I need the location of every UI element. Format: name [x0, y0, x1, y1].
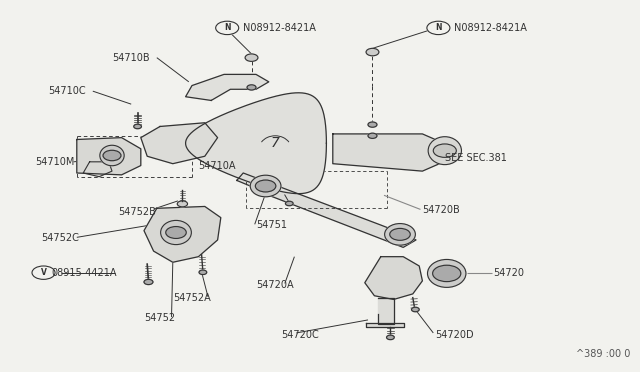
Circle shape: [433, 144, 456, 157]
Ellipse shape: [428, 260, 466, 287]
Polygon shape: [378, 298, 394, 324]
Polygon shape: [144, 206, 221, 262]
Text: SEE SEC.381: SEE SEC.381: [445, 153, 507, 163]
Circle shape: [247, 85, 256, 90]
Polygon shape: [186, 74, 269, 100]
Circle shape: [255, 180, 276, 192]
Text: 54720A: 54720A: [256, 280, 294, 289]
Circle shape: [134, 124, 141, 129]
Circle shape: [216, 21, 239, 35]
Ellipse shape: [428, 137, 461, 164]
Text: ^389 :00 0: ^389 :00 0: [576, 349, 630, 359]
Ellipse shape: [385, 224, 415, 245]
Circle shape: [144, 279, 153, 285]
Text: 08915-4421A: 08915-4421A: [51, 269, 116, 278]
Polygon shape: [366, 323, 404, 327]
Circle shape: [368, 133, 377, 138]
Ellipse shape: [100, 145, 124, 166]
Text: 54752C: 54752C: [42, 233, 79, 243]
Polygon shape: [186, 93, 326, 194]
Text: N08912-8421A: N08912-8421A: [454, 23, 527, 33]
Text: 7: 7: [271, 136, 280, 150]
Ellipse shape: [161, 220, 191, 245]
Circle shape: [285, 201, 293, 206]
Circle shape: [245, 54, 258, 61]
Polygon shape: [83, 162, 112, 177]
Text: 54720B: 54720B: [422, 205, 460, 215]
Circle shape: [433, 265, 461, 282]
Circle shape: [166, 227, 186, 238]
Text: 54720D: 54720D: [435, 330, 474, 340]
Polygon shape: [237, 173, 416, 247]
Text: 54752: 54752: [144, 313, 175, 323]
Circle shape: [366, 48, 379, 56]
Circle shape: [368, 122, 377, 127]
Text: 54710M: 54710M: [35, 157, 75, 167]
Circle shape: [32, 266, 55, 279]
Text: 54752A: 54752A: [173, 293, 211, 302]
Text: 54710C: 54710C: [48, 86, 86, 96]
Circle shape: [427, 21, 450, 35]
Circle shape: [387, 335, 394, 340]
Circle shape: [177, 201, 188, 207]
Text: 54752B: 54752B: [118, 207, 156, 217]
Text: V: V: [40, 268, 47, 277]
Circle shape: [103, 150, 121, 161]
Polygon shape: [365, 257, 422, 299]
Text: 54720: 54720: [493, 269, 524, 278]
Text: 54751: 54751: [256, 220, 287, 230]
Ellipse shape: [250, 175, 281, 197]
Text: 54710A: 54710A: [198, 161, 236, 170]
Polygon shape: [141, 123, 218, 164]
Polygon shape: [77, 138, 141, 175]
Circle shape: [412, 307, 419, 312]
Text: N: N: [435, 23, 442, 32]
Polygon shape: [333, 134, 448, 171]
Text: N08912-8421A: N08912-8421A: [243, 23, 316, 33]
Circle shape: [390, 228, 410, 240]
Text: 54710B: 54710B: [112, 53, 150, 62]
Circle shape: [199, 270, 207, 275]
Text: 54720C: 54720C: [282, 330, 319, 340]
Text: N: N: [224, 23, 230, 32]
